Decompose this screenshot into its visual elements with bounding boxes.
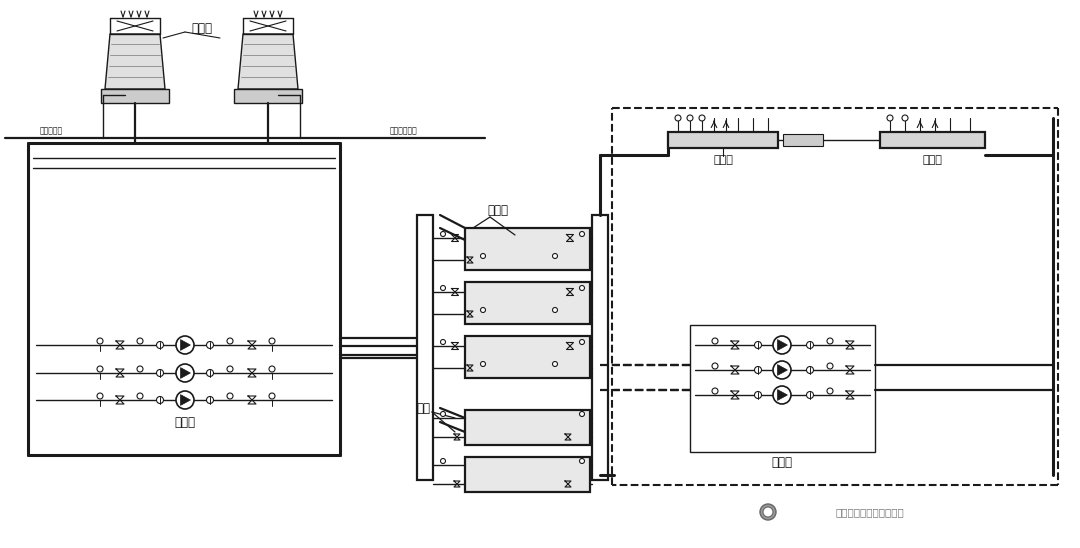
Circle shape (553, 307, 557, 312)
Bar (417, 215, 433, 480)
Text: 分水器: 分水器 (713, 155, 733, 165)
Circle shape (269, 393, 275, 399)
Circle shape (827, 388, 833, 394)
Circle shape (755, 367, 761, 374)
Text: 屏幂层排水口: 屏幂层排水口 (390, 127, 418, 135)
Circle shape (675, 115, 681, 121)
Circle shape (269, 366, 275, 372)
Circle shape (580, 412, 584, 416)
Circle shape (481, 307, 486, 312)
Bar (102, 89, 168, 103)
Circle shape (157, 369, 163, 376)
Circle shape (773, 336, 791, 354)
Circle shape (97, 366, 103, 372)
Text: 补补给水管: 补补给水管 (40, 127, 63, 135)
Circle shape (176, 391, 194, 409)
Circle shape (157, 397, 163, 403)
Polygon shape (180, 395, 190, 406)
Circle shape (441, 286, 446, 290)
Text: 冷却塔: 冷却塔 (191, 21, 213, 35)
Polygon shape (238, 34, 298, 89)
Circle shape (580, 459, 584, 464)
Bar (690, 325, 875, 452)
Circle shape (206, 369, 214, 376)
Circle shape (227, 366, 233, 372)
Circle shape (807, 367, 813, 374)
Circle shape (97, 338, 103, 344)
Circle shape (137, 338, 143, 344)
Circle shape (773, 361, 791, 379)
Circle shape (773, 386, 791, 404)
Polygon shape (778, 340, 787, 350)
Circle shape (712, 338, 718, 344)
Polygon shape (105, 34, 165, 89)
Text: 集水器: 集水器 (922, 155, 942, 165)
Bar (669, 132, 778, 148)
Circle shape (176, 336, 194, 354)
Circle shape (807, 341, 813, 349)
Bar (465, 228, 590, 270)
Circle shape (157, 341, 163, 349)
Bar (465, 282, 590, 324)
Text: 制冷空调换热器技术联盟: 制冷空调换热器技术联盟 (836, 507, 904, 517)
Circle shape (176, 364, 194, 382)
Circle shape (807, 391, 813, 398)
Circle shape (699, 115, 705, 121)
Circle shape (580, 286, 584, 290)
Text: 锅炉: 锅炉 (416, 402, 430, 414)
Circle shape (755, 341, 761, 349)
Circle shape (227, 338, 233, 344)
Circle shape (481, 254, 486, 259)
Circle shape (687, 115, 693, 121)
Circle shape (760, 504, 777, 520)
Circle shape (827, 363, 833, 369)
Circle shape (553, 254, 557, 259)
Circle shape (227, 393, 233, 399)
Circle shape (441, 231, 446, 237)
Text: 冷冻泵: 冷冻泵 (771, 456, 793, 470)
Circle shape (712, 388, 718, 394)
Bar (234, 89, 302, 103)
Circle shape (553, 362, 557, 367)
Polygon shape (180, 340, 190, 350)
Circle shape (137, 366, 143, 372)
Circle shape (97, 393, 103, 399)
Circle shape (580, 231, 584, 237)
Bar (465, 336, 590, 378)
Circle shape (269, 338, 275, 344)
Circle shape (712, 363, 718, 369)
Circle shape (137, 393, 143, 399)
Circle shape (580, 340, 584, 345)
Polygon shape (180, 368, 190, 379)
Circle shape (481, 362, 486, 367)
Polygon shape (778, 364, 787, 375)
Bar (465, 410, 590, 445)
Circle shape (887, 115, 893, 121)
Bar (592, 215, 608, 480)
Bar (880, 132, 985, 148)
Circle shape (441, 412, 446, 416)
Circle shape (206, 341, 214, 349)
Circle shape (206, 397, 214, 403)
Bar (783, 134, 823, 146)
Circle shape (827, 338, 833, 344)
Text: 冷却泵: 冷却泵 (175, 415, 195, 429)
Circle shape (762, 507, 773, 517)
Text: 制冷机: 制冷机 (487, 203, 509, 216)
Circle shape (441, 459, 446, 464)
Circle shape (441, 340, 446, 345)
Circle shape (755, 391, 761, 398)
Bar (465, 457, 590, 492)
Circle shape (902, 115, 908, 121)
Polygon shape (778, 390, 787, 401)
